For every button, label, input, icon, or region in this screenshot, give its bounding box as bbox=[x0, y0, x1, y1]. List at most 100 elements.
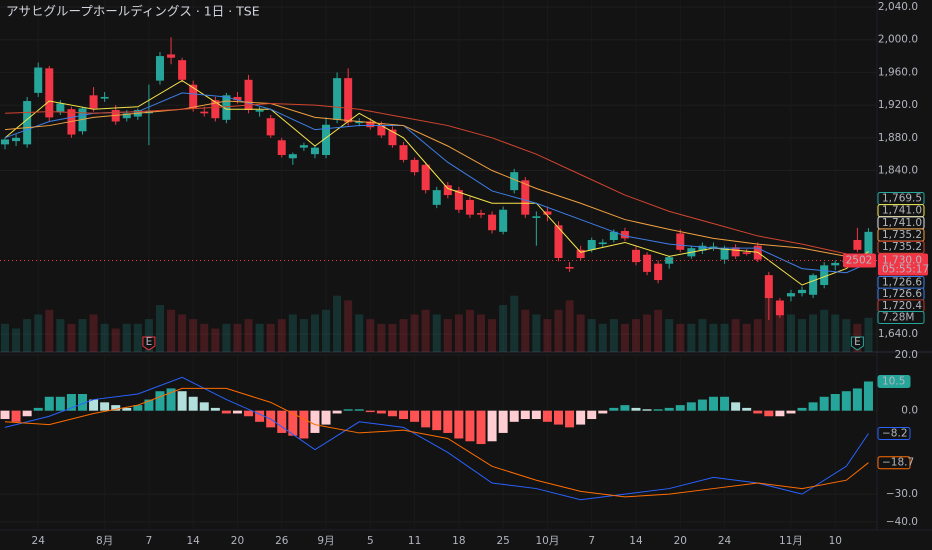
x-tick-label: 9月 bbox=[317, 535, 334, 547]
histogram-bar bbox=[177, 391, 187, 411]
candle-body bbox=[1, 139, 9, 145]
axis-label: 7.28M bbox=[882, 312, 914, 324]
volume-bar bbox=[499, 305, 508, 352]
candle-body bbox=[189, 84, 198, 109]
candle-body bbox=[831, 262, 840, 266]
candle-body bbox=[277, 140, 286, 155]
histogram-bar bbox=[321, 410, 331, 425]
volume-bar bbox=[45, 309, 54, 352]
candle-body bbox=[665, 257, 674, 264]
y-tick-label: 1,880.0 bbox=[878, 132, 918, 144]
candle-body bbox=[543, 211, 552, 215]
histogram-bar bbox=[288, 410, 298, 436]
histogram-bar bbox=[664, 407, 674, 411]
histogram-bar bbox=[66, 393, 76, 411]
candle-body bbox=[731, 247, 740, 257]
y-tick-label: −30.0 bbox=[886, 488, 918, 500]
histogram-bar bbox=[576, 410, 586, 425]
candle-body bbox=[178, 60, 187, 80]
histogram-bar bbox=[487, 410, 497, 442]
x-tick-label: 25 bbox=[496, 535, 509, 547]
volume-bar bbox=[355, 314, 364, 352]
axis-label-box bbox=[877, 311, 925, 325]
macd-line bbox=[4, 387, 869, 498]
ma-line bbox=[4, 100, 869, 257]
volume-bar bbox=[421, 309, 430, 352]
histogram-bar bbox=[509, 410, 519, 422]
candle-body bbox=[155, 56, 164, 81]
candle-body bbox=[709, 246, 718, 249]
x-tick-label: 14 bbox=[187, 535, 201, 547]
histogram-bar bbox=[786, 410, 796, 414]
volume-bar bbox=[244, 319, 253, 352]
volume-bar bbox=[333, 295, 342, 352]
y-tick-label: 20.0 bbox=[895, 349, 918, 361]
countdown-label: 05:55:17 bbox=[882, 263, 929, 275]
histogram-bar bbox=[819, 396, 829, 411]
histogram-bar bbox=[399, 410, 409, 420]
volume-bar bbox=[809, 314, 818, 352]
histogram-bar bbox=[587, 410, 597, 420]
histogram-bar bbox=[653, 409, 663, 411]
candle-body bbox=[443, 185, 452, 196]
x-tick-label: 10月 bbox=[535, 535, 559, 547]
price-tag-label: 1,730.0 bbox=[882, 254, 922, 266]
histogram-bar bbox=[33, 407, 43, 411]
axis-label: 1,726.6 bbox=[882, 288, 922, 300]
candle-body bbox=[609, 231, 618, 241]
histogram-bar bbox=[111, 405, 121, 411]
candle-body bbox=[421, 164, 430, 191]
histogram-bar bbox=[476, 410, 486, 445]
y-tick-label: −40.0 bbox=[886, 516, 918, 528]
candle-body bbox=[499, 209, 508, 232]
histogram-bar bbox=[686, 402, 696, 411]
histogram-bar bbox=[454, 410, 464, 439]
x-tick-label: 7 bbox=[146, 535, 153, 547]
x-tick-label: 10 bbox=[829, 535, 842, 547]
histogram-bar bbox=[376, 410, 386, 414]
candle-body bbox=[809, 275, 818, 295]
volume-bar bbox=[277, 319, 286, 352]
histogram-bar bbox=[808, 402, 818, 411]
candle-body bbox=[820, 265, 829, 285]
candle-body bbox=[565, 266, 574, 269]
candle-body bbox=[786, 293, 795, 297]
event-label: E bbox=[854, 336, 861, 348]
volume-bar bbox=[100, 323, 109, 352]
histogram-bar bbox=[144, 399, 154, 411]
histogram-bar bbox=[122, 407, 132, 411]
volume-bar bbox=[864, 317, 873, 352]
volume-bar bbox=[842, 319, 851, 352]
y-tick-label: 1,840.0 bbox=[878, 165, 918, 177]
histogram-bar bbox=[354, 409, 364, 411]
volume-bar bbox=[443, 319, 452, 352]
axis-label: 1,735.2 bbox=[882, 229, 922, 241]
volume-bar bbox=[12, 328, 21, 352]
axis-label: 1,726.6 bbox=[882, 276, 922, 288]
volume-bar bbox=[144, 319, 153, 352]
volume-bar bbox=[266, 323, 275, 352]
y-tick-label: 1,640.0 bbox=[878, 328, 918, 340]
y-tick-label: 2,040.0 bbox=[878, 1, 918, 13]
axis-label: 1,735.2 bbox=[882, 241, 922, 253]
histogram-bar bbox=[531, 410, 541, 420]
histogram-bar bbox=[465, 410, 475, 442]
volume-bar bbox=[111, 328, 120, 352]
histogram-bar bbox=[166, 388, 176, 411]
histogram-bar bbox=[343, 409, 353, 411]
candle-body bbox=[477, 213, 486, 215]
volume-bar bbox=[322, 309, 331, 352]
x-tick-label: 20 bbox=[231, 535, 244, 547]
candle-body bbox=[233, 96, 242, 101]
volume-bar bbox=[764, 295, 773, 352]
volume-bar bbox=[609, 319, 618, 352]
axis-label-box bbox=[877, 426, 911, 440]
volume-bar bbox=[554, 309, 563, 352]
histogram-bar bbox=[410, 410, 420, 422]
volume-bar bbox=[122, 323, 131, 352]
volume-bar bbox=[709, 323, 718, 352]
histogram-bar bbox=[255, 410, 265, 422]
volume-bar bbox=[488, 319, 497, 352]
